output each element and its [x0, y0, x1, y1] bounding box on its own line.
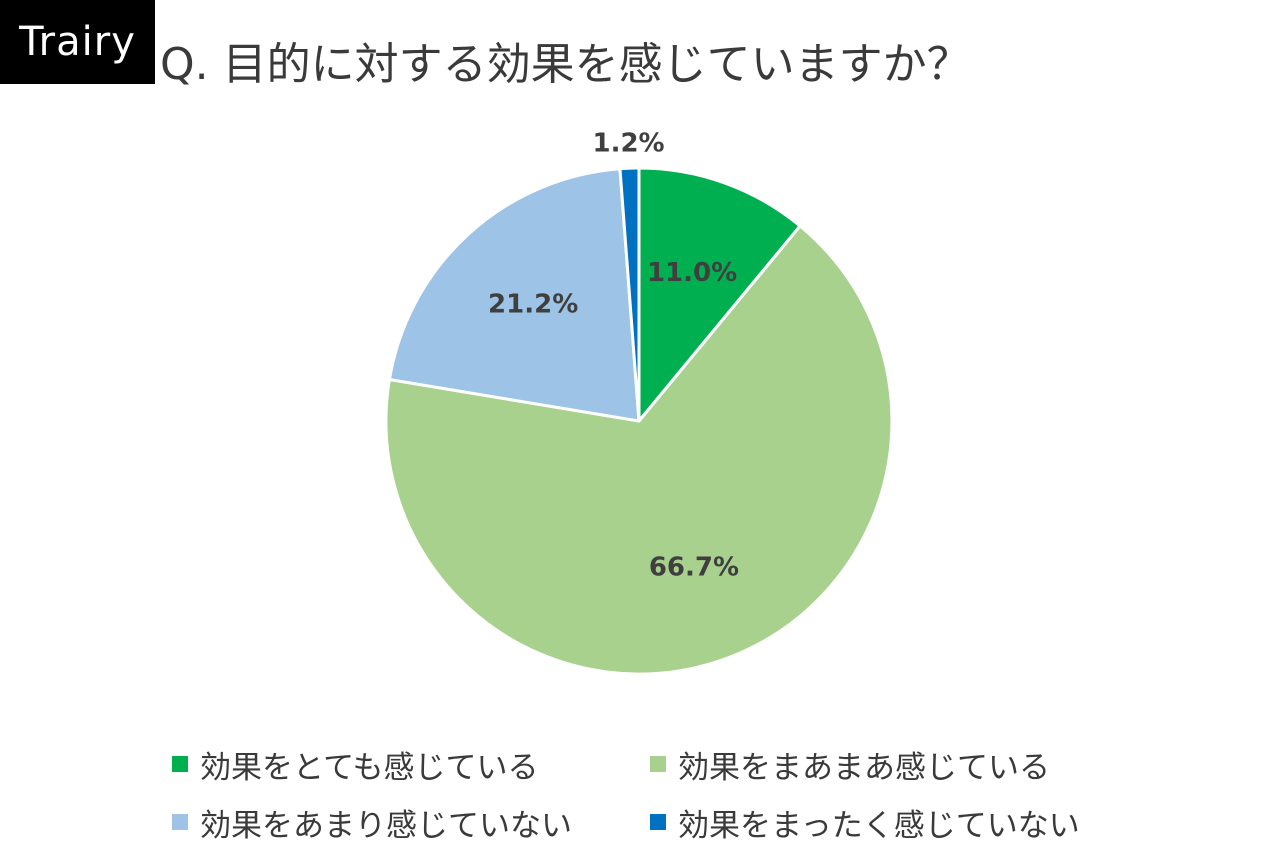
pie-slice-2 [384, 224, 894, 676]
legend-item-not-very-effective: 効果をあまり感じていない [172, 800, 650, 844]
data-label-1: 11.0% [647, 258, 737, 288]
pie-slices [384, 166, 894, 676]
legend-label: 効果をあまり感じていない [200, 807, 572, 844]
legend-item-very-effective: 効果をとても感じている [172, 742, 650, 786]
pie-slice-4 [618, 166, 641, 423]
data-label-2: 66.7% [649, 552, 739, 582]
data-label-4: 1.2% [593, 129, 665, 159]
legend-label: 効果をまったく感じていない [678, 807, 1080, 844]
brand-logo: Trairy [0, 0, 155, 84]
legend-swatch [650, 756, 666, 772]
pie-chart: 11.0% 66.7% 21.2% 1.2% [384, 129, 894, 676]
pie-slice-1 [637, 166, 802, 423]
legend-swatch [172, 814, 188, 830]
data-label-3: 21.2% [488, 290, 578, 320]
pie-slice-3 [387, 167, 641, 423]
data-labels: 11.0% 66.7% 21.2% 1.2% [488, 129, 739, 583]
legend-item-somewhat-effective: 効果をまあまあ感じている [650, 742, 1130, 786]
legend-swatch [650, 814, 666, 830]
legend-label: 効果をまあまあ感じている [678, 749, 1050, 786]
legend-label: 効果をとても感じている [200, 749, 539, 786]
legend-item-not-effective-at-all: 効果をまったく感じていない [650, 800, 1130, 844]
legend-swatch [172, 756, 188, 772]
legend: 効果をとても感じている 効果をまあまあ感じている 効果をあまり感じていない 効果… [172, 742, 1172, 844]
chart-title: Q. 目的に対する効果を感じていますか？ [160, 39, 971, 90]
